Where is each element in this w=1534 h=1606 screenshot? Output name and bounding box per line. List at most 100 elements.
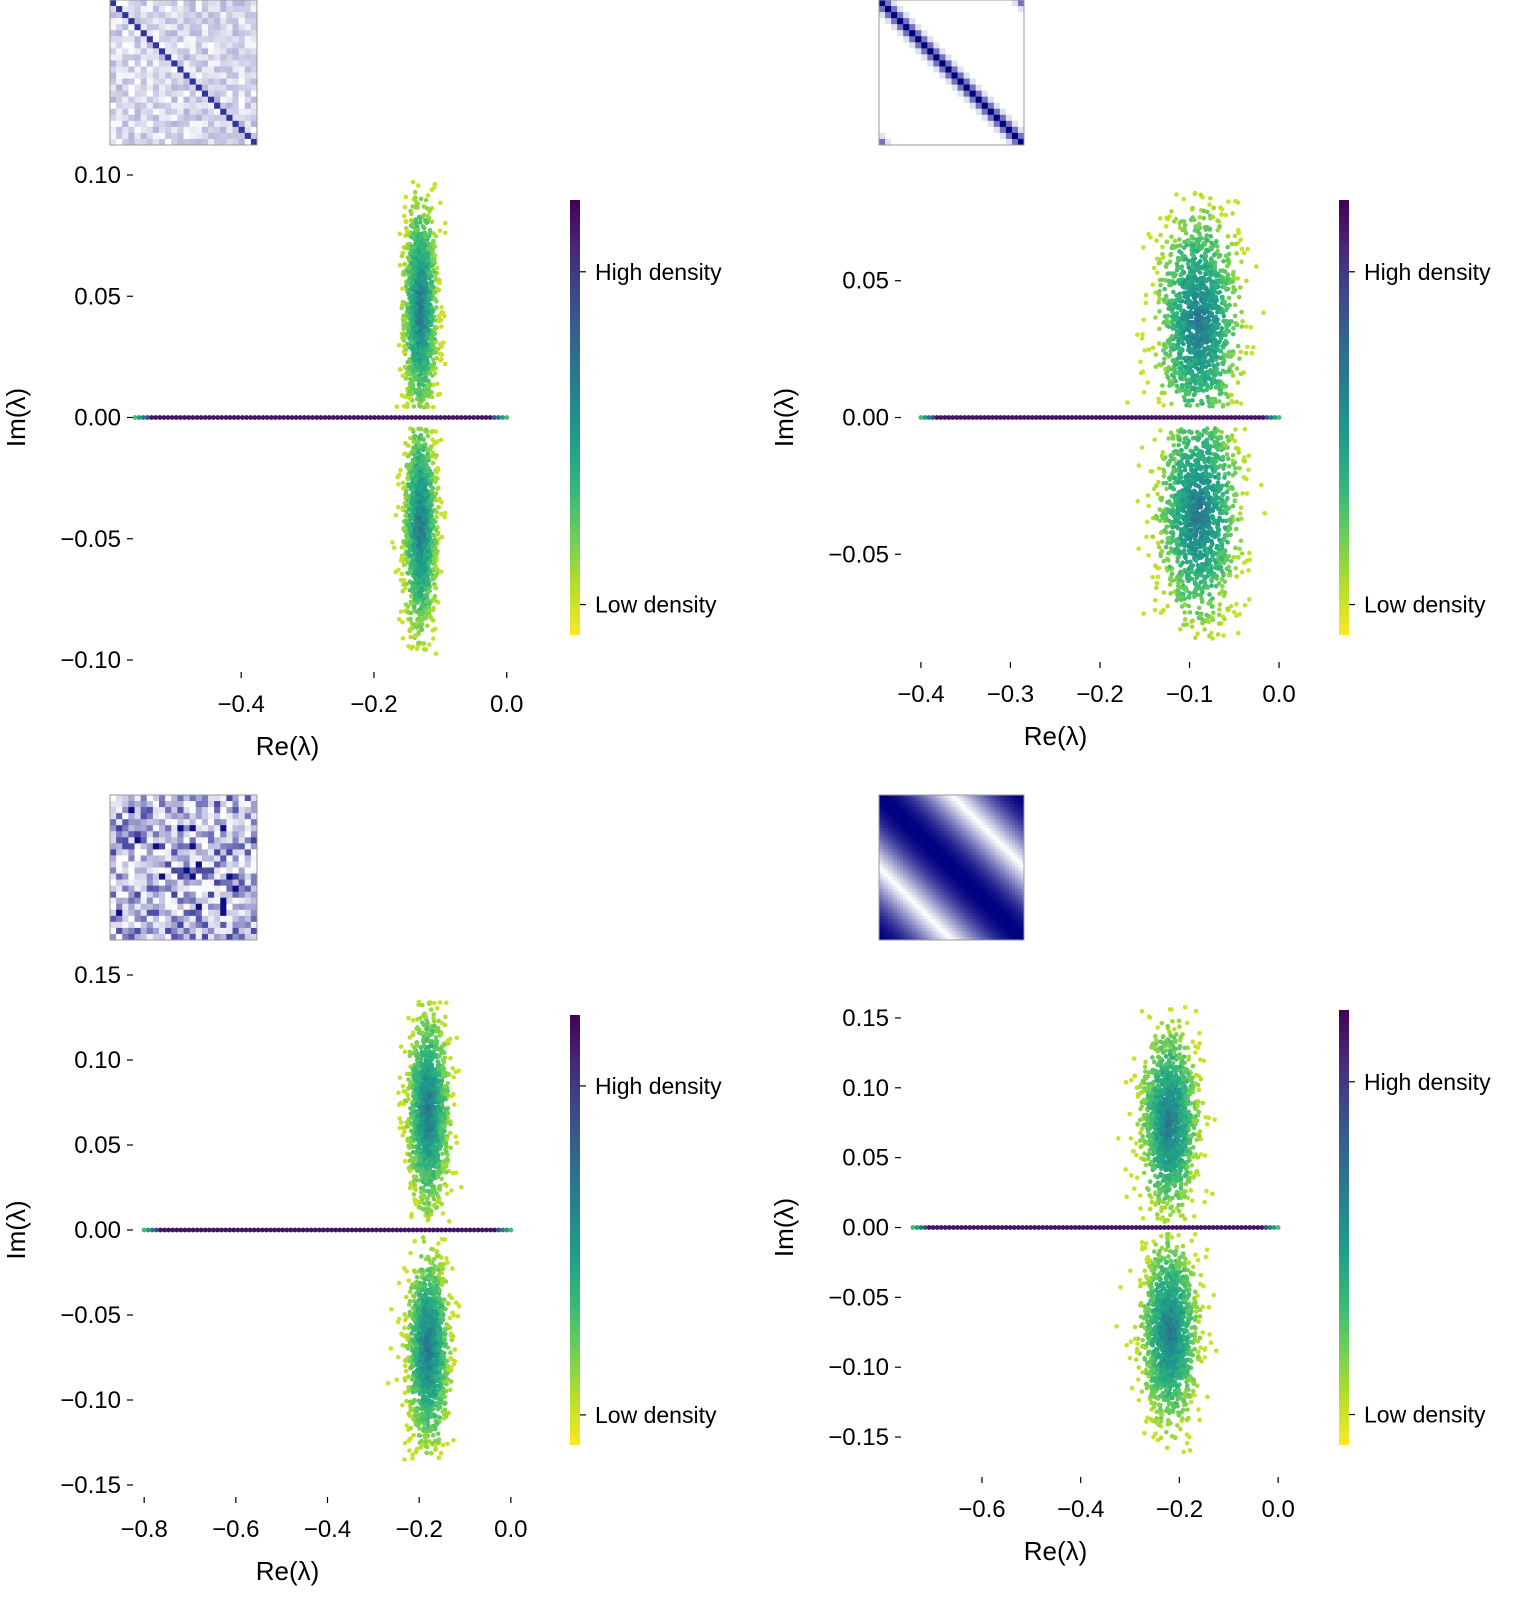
inset-cell [128, 84, 135, 92]
inset-cell [244, 84, 252, 92]
complex-eigenvalue-point [418, 220, 423, 225]
inset-cell [939, 36, 946, 43]
real-eigenvalue-point [326, 415, 332, 420]
inset-cell [189, 120, 197, 128]
complex-eigenvalue-point [410, 644, 416, 650]
inset-cell [957, 0, 964, 7]
complex-eigenvalue-point [417, 284, 423, 290]
inset-cell [981, 18, 989, 25]
complex-eigenvalue-point [426, 371, 432, 376]
inset-cell [250, 48, 258, 55]
inset-cell [987, 54, 995, 61]
inset-cell [134, 48, 142, 55]
inset-cell [993, 66, 1001, 73]
inset-cell [903, 0, 910, 7]
inset-cell [122, 18, 129, 25]
inset-cell [975, 78, 983, 85]
inset-cell [939, 12, 946, 19]
inset-cell [116, 132, 123, 140]
complex-eigenvalue-point [402, 204, 408, 210]
complex-eigenvalue-point [438, 200, 443, 206]
inset-cell [993, 0, 1001, 7]
inset-cell [134, 66, 142, 73]
inset-cell [1005, 138, 1013, 146]
inset-cell [999, 42, 1007, 49]
inset-cell [909, 48, 916, 55]
inset-cell [987, 96, 995, 104]
inset-cell [195, 0, 203, 7]
inset-cell [915, 138, 922, 146]
inset-cell [159, 102, 166, 110]
real-eigenvalue-point [450, 415, 456, 420]
inset-cell [214, 72, 221, 79]
inset-cell [927, 6, 934, 13]
complex-eigenvalue-point [427, 383, 432, 389]
inset-cell [220, 36, 227, 43]
inset-cell [939, 120, 946, 128]
inset-cell [927, 30, 934, 37]
inset-cell [238, 96, 246, 104]
inset-cell [897, 36, 904, 43]
inset-cell [963, 120, 971, 128]
inset-cell [134, 114, 142, 122]
inset-cell [879, 108, 886, 116]
inset-cell [903, 30, 910, 37]
inset-cell [250, 12, 258, 19]
inset-cell [244, 6, 252, 13]
real-eigenvalue-point [169, 415, 175, 420]
complex-eigenvalue-point [422, 232, 428, 238]
inset-cell [981, 126, 989, 134]
inset-cell [146, 18, 154, 25]
inset-cell [891, 42, 898, 49]
inset-cell [177, 54, 184, 61]
inset-cell [1011, 12, 1019, 19]
inset-cell [969, 48, 977, 55]
real-eigenvalue-point [198, 415, 204, 420]
inset-cell [951, 0, 958, 7]
complex-eigenvalue-point [1190, 335, 1196, 341]
real-eigenvalue-point [223, 415, 229, 420]
inset-cell [128, 18, 135, 25]
inset-cell [921, 60, 928, 67]
inset-cell [909, 132, 916, 140]
inset-cell [220, 78, 227, 85]
complex-eigenvalue-point [1176, 369, 1182, 375]
complex-eigenvalue-point [403, 376, 409, 381]
complex-eigenvalue-point [407, 528, 413, 533]
inset-cell [879, 72, 886, 79]
inset-cell [1017, 18, 1025, 25]
inset-cell [238, 120, 246, 128]
inset-cell [939, 78, 946, 85]
complex-eigenvalue-point [419, 245, 424, 251]
complex-eigenvalue-point [1174, 243, 1180, 249]
complex-eigenvalue-point [425, 246, 431, 251]
inset-cell [140, 60, 148, 67]
complex-eigenvalue-point [439, 324, 444, 329]
inset-cell [939, 126, 946, 134]
complex-eigenvalue-point [1143, 300, 1149, 306]
complex-eigenvalue-point [419, 476, 425, 482]
inset-cell [951, 54, 958, 61]
inset-cell [214, 6, 221, 13]
inset-cell [1017, 102, 1025, 110]
inset-cell [201, 96, 209, 104]
inset-cell [201, 54, 209, 61]
inset-cell [987, 0, 995, 7]
inset-cell [915, 120, 922, 128]
inset-cell [939, 108, 946, 116]
complex-eigenvalue-point [424, 220, 430, 225]
complex-eigenvalue-point [401, 343, 407, 349]
complex-eigenvalue-point [399, 571, 405, 577]
inset-cell [1011, 96, 1019, 104]
complex-eigenvalue-point [405, 232, 410, 237]
complex-eigenvalue-point [402, 271, 407, 276]
inset-cell [201, 48, 209, 55]
complex-eigenvalue-point [413, 633, 419, 639]
inset-cell [945, 114, 952, 122]
real-eigenvalue-point [306, 415, 311, 420]
complex-eigenvalue-point [408, 610, 414, 616]
inset-cell [1017, 108, 1025, 116]
complex-eigenvalue-point [1207, 202, 1212, 207]
inset-cell [909, 138, 916, 146]
inset-cell [909, 66, 916, 73]
